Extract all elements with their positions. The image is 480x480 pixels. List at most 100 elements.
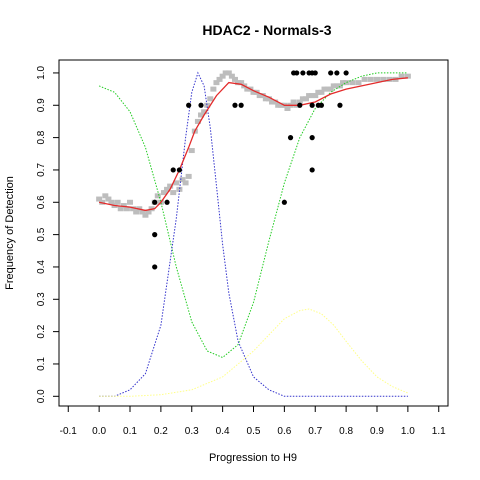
gray-point [188,148,195,154]
gray-point [343,80,350,86]
gray-point [99,199,106,205]
black-point [294,70,300,76]
gray-point [290,99,297,105]
gray-point [176,186,183,192]
gray-point [309,93,316,99]
chart-title: HDAC2 - Normals-3 [202,22,331,38]
gray-point [160,190,167,196]
gray-point [154,193,161,199]
gray-point [120,203,127,209]
x-tick-label: 0.9 [370,426,384,437]
gray-point [284,106,291,112]
gray-point [164,186,171,192]
yellow-curve [99,308,409,397]
x-tick-label: 0.4 [216,426,230,437]
gray-point [142,212,149,218]
gray-point [182,180,189,186]
gray-point [102,193,109,199]
gray-point [123,206,130,212]
gray-point [219,73,226,79]
x-tick-label: 0.1 [123,426,137,437]
gray-point [272,99,279,105]
x-tick-label: 1.1 [432,426,446,437]
gray-point [349,80,356,86]
black-point [334,70,340,76]
black-point [198,102,204,108]
gray-point [312,93,319,99]
y-tick-label: 0.0 [36,389,47,403]
black-point [297,102,303,108]
gray-point [133,209,140,215]
black-point [309,167,315,173]
x-tick-label: -0.1 [60,426,78,437]
green-curve [98,72,408,359]
gray-point [259,93,266,99]
gray-point [324,86,331,92]
black-point [328,70,334,76]
gray-point [269,99,276,105]
x-tick-label: 0.7 [308,426,322,437]
black-point [281,199,287,205]
x-tick-label: 0.8 [339,426,353,437]
gray-point [213,80,220,86]
gray-point [194,118,201,124]
gray-point [108,199,115,205]
gray-point [244,86,251,92]
x-tick-label: 0.2 [154,426,168,437]
x-axis: -0.1 0.0 0.1 0.2 0.3 0.4 0.5 0.6 0.7 0.8 0.9 1.0 1.1 [60,406,446,437]
gray-point [404,73,411,79]
y-tick-label: 0.6 [36,195,47,209]
gray-point [327,86,334,92]
black-point [318,102,325,108]
black-point [186,102,192,108]
gray-point [238,80,245,86]
black-point [337,102,343,108]
y-tick-label: 0.7 [36,163,47,177]
series-layer [96,70,411,397]
gray-point [207,96,214,102]
black-point [312,70,318,76]
y-axis-label: Frequency of Detection [4,176,16,290]
black-point [152,232,158,238]
plot-frame [58,59,449,407]
gray-point [96,196,103,202]
gray-point [185,173,192,179]
gray-point [330,83,337,89]
y-tick-label: 0.1 [36,357,47,371]
y-tick-label: 0.3 [36,292,47,306]
y-tick-label: 0.5 [36,227,47,241]
gray-point [105,196,112,202]
gray-point [296,99,303,105]
gray-point [170,190,177,196]
gray-point [114,199,121,205]
black-point [309,135,315,141]
blue-curve [99,71,408,397]
gray-point [222,70,229,76]
gray-point [262,96,269,102]
red-curve [98,77,408,212]
black-point [287,135,294,141]
gray-point [225,70,232,76]
black-point [176,167,183,173]
gray-point [127,199,134,205]
x-tick-label: 0.0 [92,426,106,437]
gray-point [373,76,380,82]
gray-point [228,73,235,79]
x-axis-label: Progression to H9 [209,452,297,464]
x-tick-label: 0.5 [247,426,261,437]
y-tick-label: 0.8 [36,130,47,144]
gray-point [256,93,263,99]
gray-point [201,109,208,115]
gray-point [130,206,137,212]
gray-point [210,86,217,92]
gray-point [306,93,313,99]
gray-point [355,80,362,86]
gray-point [318,89,325,95]
x-tick-label: 1.0 [401,426,415,437]
black-point [232,102,238,108]
gray-point [250,89,257,95]
gray-point [173,180,180,186]
gray-point [167,183,174,189]
y-tick-label: 0.2 [36,324,47,338]
